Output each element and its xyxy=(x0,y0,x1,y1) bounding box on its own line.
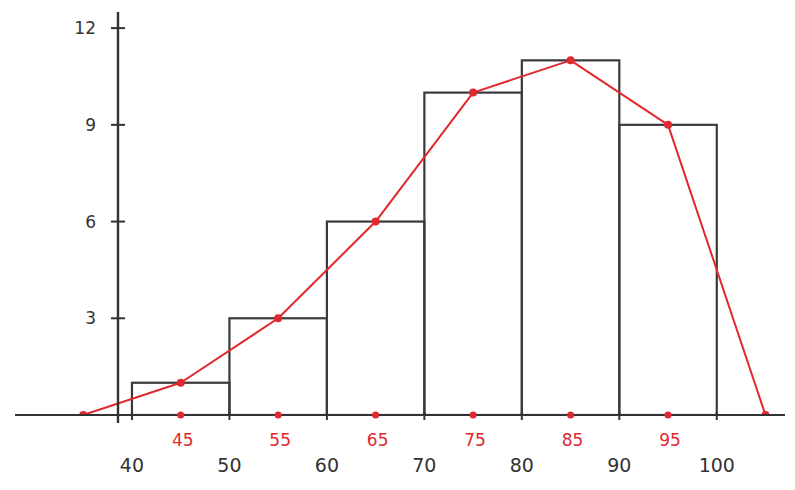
midpoint-dot xyxy=(372,412,379,419)
bar xyxy=(132,383,229,415)
midpoint-label: 55 xyxy=(269,430,291,450)
x-tick-label: 70 xyxy=(412,454,436,476)
chart: 3 6 9 12 40 50 60 70 80 90 100 45 55 65 75 85 95 xyxy=(0,0,795,490)
polygon-point xyxy=(664,121,672,129)
polygon-point xyxy=(567,56,575,64)
y-axis xyxy=(117,12,119,423)
midpoint-dot xyxy=(665,412,672,419)
plot-area xyxy=(79,56,769,415)
y-tick-label: 12 xyxy=(74,18,96,38)
y-tick-label: 9 xyxy=(85,115,96,135)
x-tick xyxy=(521,412,523,420)
polygon-point xyxy=(274,314,282,322)
midpoint-label: 65 xyxy=(367,430,389,450)
midpoint-label: 75 xyxy=(464,430,486,450)
midpoint-label: 45 xyxy=(172,430,194,450)
y-tick xyxy=(111,27,125,29)
x-tick xyxy=(423,412,425,420)
bar xyxy=(229,318,326,415)
x-tick xyxy=(326,412,328,420)
polygon-point xyxy=(177,379,185,387)
bar xyxy=(424,93,521,415)
y-tick xyxy=(111,124,125,126)
x-tick-label: 90 xyxy=(607,454,631,476)
y-tick-label: 3 xyxy=(85,308,96,328)
bar xyxy=(619,125,716,415)
midpoint-dot xyxy=(470,412,477,419)
y-tick xyxy=(111,221,125,223)
bar xyxy=(327,222,424,415)
x-tick-label: 60 xyxy=(315,454,339,476)
bar xyxy=(522,60,619,415)
x-tick xyxy=(131,412,133,420)
midpoint-label: 95 xyxy=(659,430,681,450)
x-tick-label: 80 xyxy=(510,454,534,476)
x-tick xyxy=(618,412,620,420)
polygon-point xyxy=(469,89,477,97)
x-tick-label: 100 xyxy=(699,454,735,476)
x-tick xyxy=(228,412,230,420)
x-tick-label: 40 xyxy=(120,454,144,476)
midpoint-dot xyxy=(567,412,574,419)
frequency-polygon xyxy=(83,60,765,415)
y-tick xyxy=(111,317,125,319)
x-tick-label: 50 xyxy=(217,454,241,476)
polygon-point xyxy=(372,218,380,226)
x-tick xyxy=(716,412,718,420)
midpoint-label: 85 xyxy=(562,430,584,450)
midpoint-dot xyxy=(275,412,282,419)
y-tick-label: 6 xyxy=(85,212,96,232)
midpoint-dot xyxy=(177,412,184,419)
